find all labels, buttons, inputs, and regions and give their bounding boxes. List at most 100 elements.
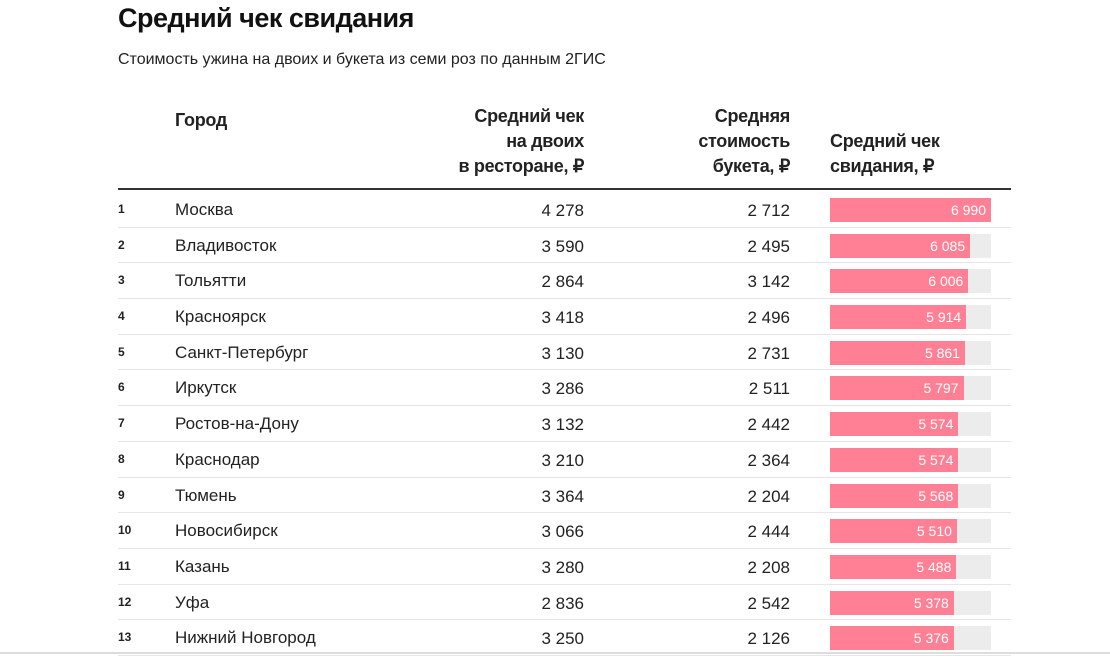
total-bar-label: 5 574 [918,416,954,433]
table-row: 2 Владивосток 3 590 2 495 6 085 [118,228,1011,264]
row-bouquet-price: 2 442 [747,415,790,435]
row-rank: 9 [118,487,125,502]
row-city: Краснодар [175,449,260,469]
row-rank: 10 [118,523,132,538]
row-bouquet-price: 2 444 [747,522,790,542]
page-subtitle: Стоимость ужина на двоих и букета из сем… [118,51,606,68]
row-rank: 7 [118,416,125,431]
table-header: Город Средний чек на двоих в ресторане, … [118,100,1011,190]
row-city: Иркутск [175,378,237,398]
header-line: в ресторане, ₽ [458,156,584,176]
row-city: Новосибирск [175,521,278,541]
header-restaurant: Средний чек на двоих в ресторане, ₽ [458,104,584,179]
total-bar: 5 861 [830,340,965,365]
row-restaurant-price: 2 864 [541,272,584,292]
bar-track: 5 914 [830,305,991,330]
row-rank: 13 [118,630,132,645]
row-bouquet-price: 2 542 [747,593,790,613]
total-bar: 6 006 [830,269,969,294]
table-row: 13 Нижний Новгород 3 250 2 126 5 376 [118,620,1011,656]
header-line: на двоих [506,131,584,151]
row-restaurant-price: 3 418 [541,308,584,328]
header-line: Средний чек [830,131,940,151]
row-bouquet-price: 2 495 [747,236,790,256]
header-line: Средний чек [474,106,584,126]
bar-track: 6 085 [830,233,991,258]
total-bar-label: 5 568 [918,487,954,504]
row-rank: 6 [118,380,125,395]
header-line: Город [175,110,227,130]
total-bar-label: 5 378 [913,594,949,611]
row-restaurant-price: 3 132 [541,415,584,435]
row-restaurant-price: 3 130 [541,343,584,363]
row-rank: 3 [118,273,125,288]
row-bouquet-price: 2 712 [747,201,790,220]
row-city: Владивосток [175,235,277,255]
row-bouquet-price: 2 126 [747,629,790,649]
row-bouquet-price: 2 204 [747,486,790,506]
row-bouquet-price: 2 731 [747,343,790,363]
row-city: Тюмень [175,485,237,505]
table-row: 11 Казань 3 280 2 208 5 488 [118,549,1011,585]
total-bar-label: 6 990 [950,202,986,218]
table-row: 8 Краснодар 3 210 2 364 5 574 [118,442,1011,478]
row-city: Санкт-Петербург [175,342,309,362]
total-bar: 6 990 [830,198,991,222]
bar-track: 5 488 [830,554,991,579]
table-row: 10 Новосибирск 3 066 2 444 5 510 [118,513,1011,549]
bar-track: 5 568 [830,483,991,508]
bar-track: 5 574 [830,447,991,472]
row-rank: 12 [118,594,132,609]
row-restaurant-price: 3 286 [541,379,584,399]
total-bar-label: 5 797 [923,380,959,397]
total-bar-label: 5 376 [913,630,949,647]
row-rank: 8 [118,451,125,466]
table-row: 4 Красноярск 3 418 2 496 5 914 [118,299,1011,335]
row-bouquet-price: 2 364 [747,450,790,470]
row-city: Нижний Новгород [175,628,316,648]
header-bouquet: Средняя стоимость букета, ₽ [698,104,790,179]
total-bar: 5 510 [830,519,957,544]
table-row: 5 Санкт-Петербург 3 130 2 731 5 861 [118,335,1011,371]
row-restaurant-price: 3 364 [541,486,584,506]
row-city: Ростов-на-Дону [175,414,299,434]
header-total: Средний чек свидания, ₽ [830,129,940,179]
bar-track: 5 510 [830,519,991,544]
row-city: Красноярск [175,307,266,327]
total-bar: 5 797 [830,376,964,401]
page-title: Средний чек свидания [118,3,414,33]
table-row: 12 Уфа 2 836 2 542 5 378 [118,585,1011,621]
row-restaurant-price: 3 250 [541,629,584,649]
row-bouquet-price: 2 496 [747,308,790,328]
total-bar: 6 085 [830,233,971,258]
bar-track: 5 797 [830,376,991,401]
total-bar-label: 6 006 [928,273,964,290]
row-rank: 4 [118,309,125,324]
table-row: 7 Ростов-на-Дону 3 132 2 442 5 574 [118,406,1011,442]
table-row: 3 Тольятти 2 864 3 142 6 006 [118,263,1011,300]
row-bouquet-price: 2 208 [747,557,790,577]
total-bar: 5 574 [830,412,959,437]
total-bar-label: 6 085 [930,237,966,254]
total-bar: 5 574 [830,447,959,472]
bar-track: 6 990 [830,198,991,222]
row-city: Уфа [175,592,210,612]
table-row: 9 Тюмень 3 364 2 204 5 568 [118,478,1011,514]
row-bouquet-price: 3 142 [747,272,790,292]
total-bar: 5 568 [830,483,959,508]
row-restaurant-price: 4 278 [541,201,584,220]
bar-track: 5 378 [830,590,991,615]
bottom-divider [0,652,1110,654]
row-bouquet-price: 2 511 [748,379,790,399]
row-rank: 11 [118,558,131,573]
total-bar-label: 5 488 [916,558,952,575]
bar-track: 5 574 [830,412,991,437]
bar-track: 5 376 [830,626,991,651]
total-bar: 5 488 [830,554,957,579]
row-rank: 2 [118,237,125,252]
total-bar-label: 5 510 [916,523,952,540]
header-line: стоимость [698,131,790,151]
total-bar-label: 5 861 [924,344,960,361]
row-rank: 1 [118,202,125,216]
total-bar: 5 378 [830,590,954,615]
